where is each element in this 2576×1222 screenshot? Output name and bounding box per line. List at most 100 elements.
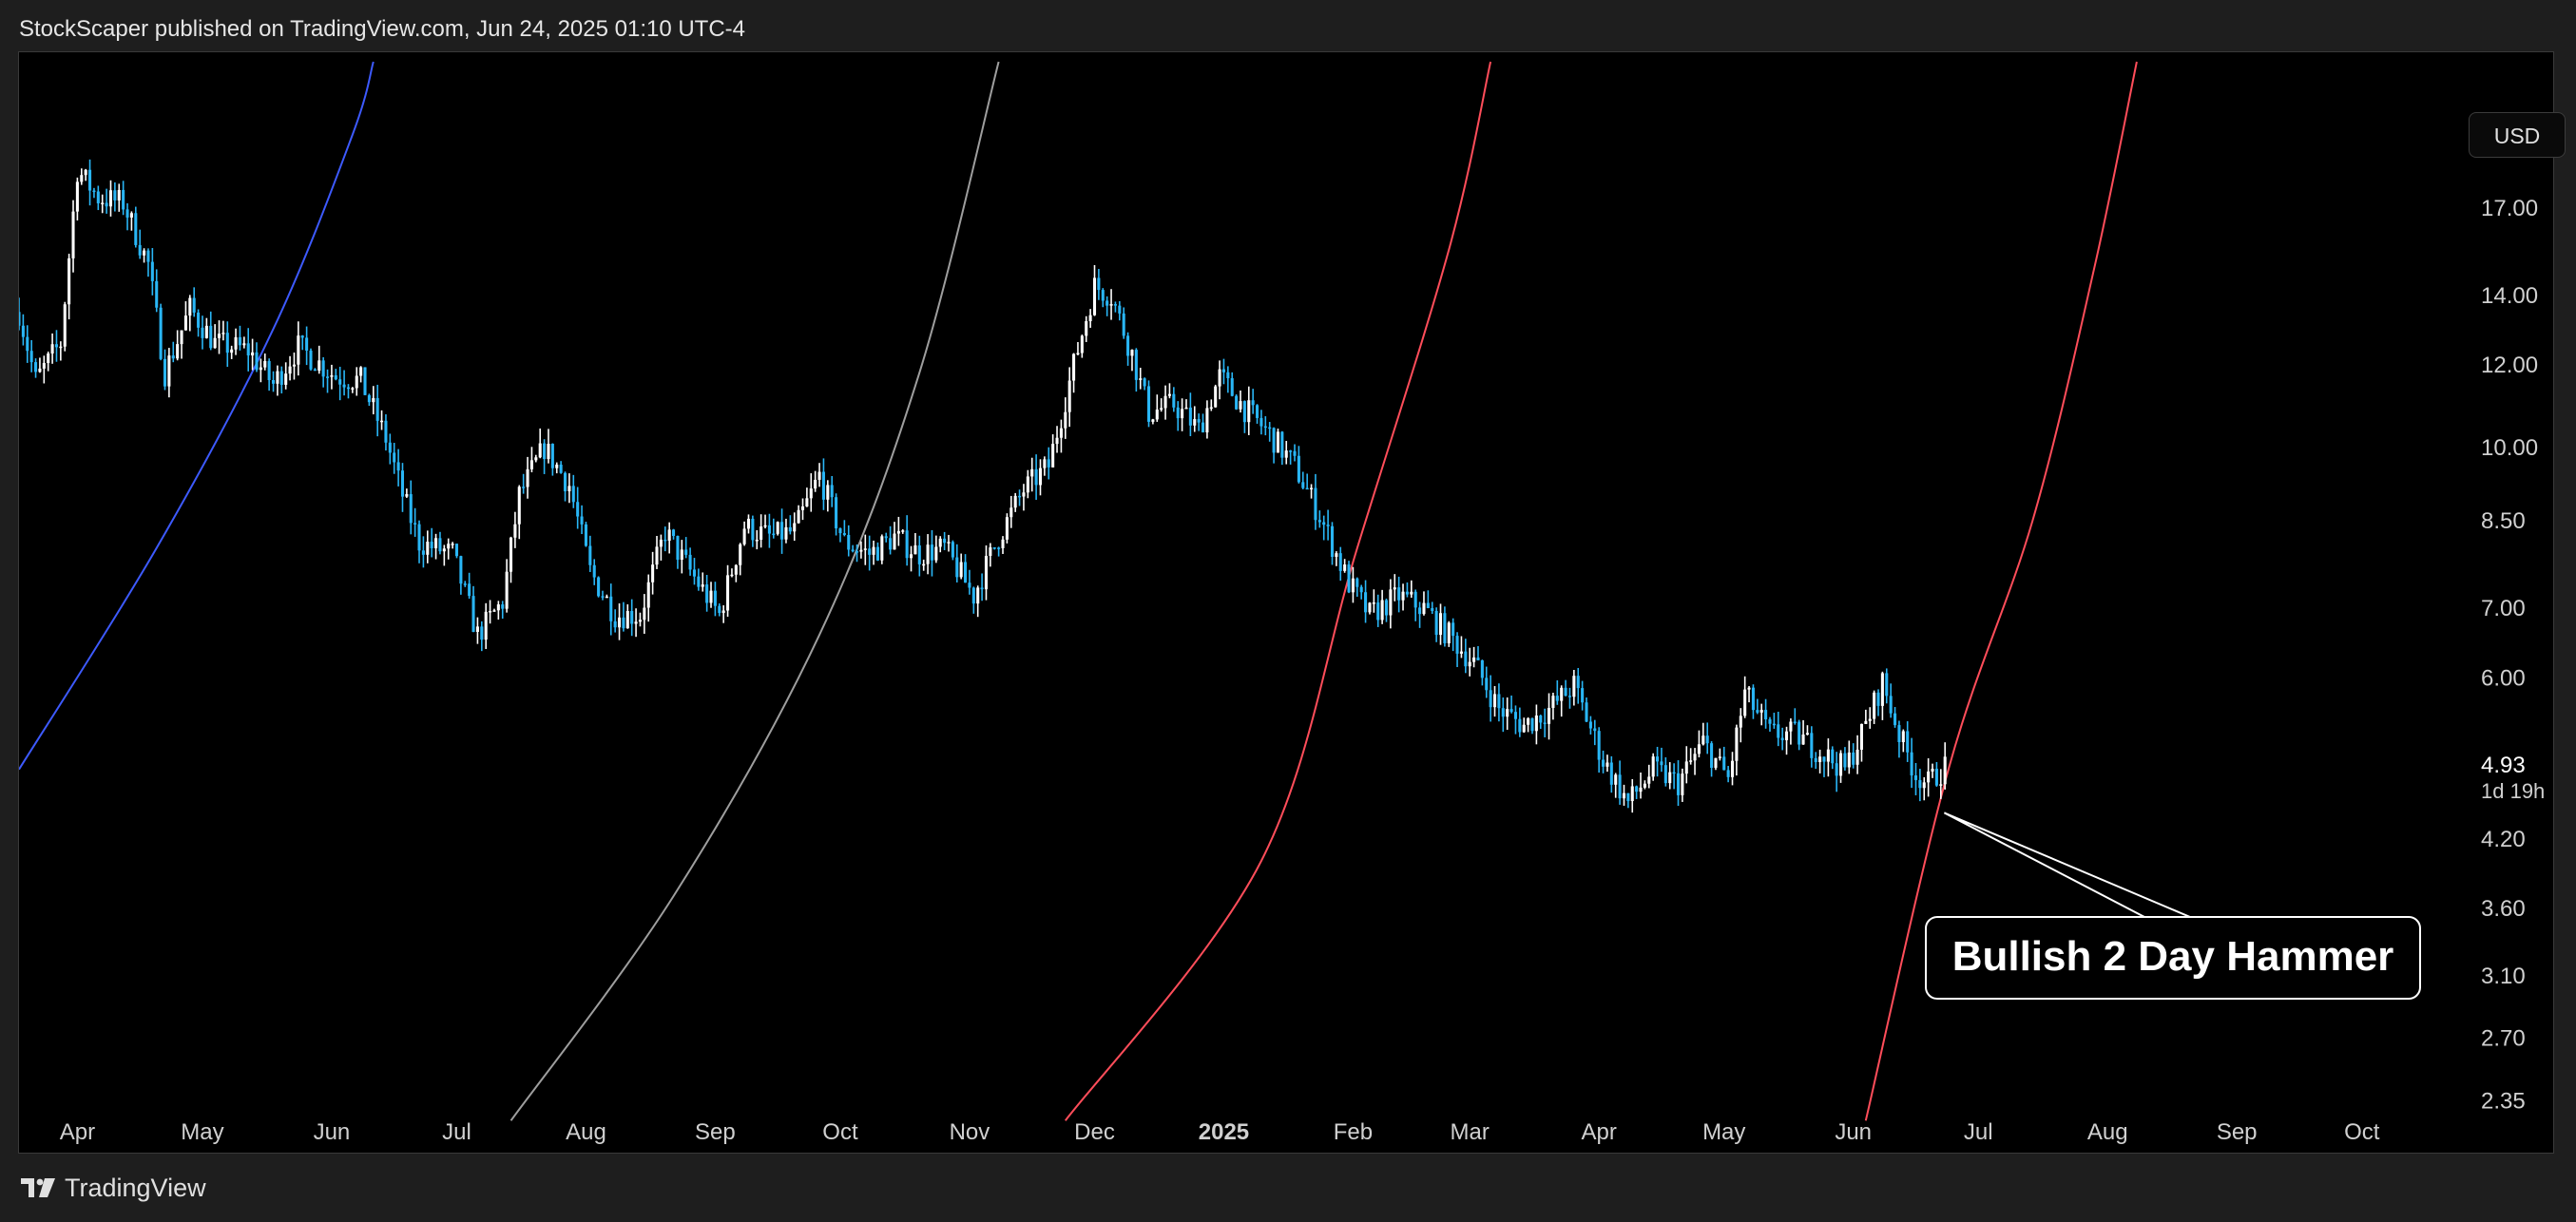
- candle: [1476, 645, 1480, 660]
- candle-body: [984, 555, 989, 590]
- candle: [143, 248, 146, 263]
- candle: [847, 525, 851, 557]
- candle-body: [63, 304, 67, 347]
- candle: [601, 590, 605, 601]
- candle-body: [1681, 773, 1684, 795]
- candle-body: [1789, 721, 1793, 732]
- candle-body: [1868, 718, 1872, 721]
- candle: [1209, 399, 1213, 411]
- candle: [609, 583, 613, 636]
- time-tick-label: May: [1702, 1119, 1745, 1145]
- candle: [359, 366, 363, 383]
- candle: [1256, 404, 1259, 424]
- candle-body: [1372, 602, 1375, 604]
- candle: [1722, 746, 1726, 771]
- candle-body: [1626, 792, 1630, 802]
- candle: [1351, 566, 1355, 603]
- candle: [1743, 676, 1747, 718]
- candle-body: [667, 529, 671, 542]
- candle-body: [1489, 690, 1492, 708]
- candle-body: [739, 544, 742, 565]
- candle: [676, 535, 680, 569]
- candle-body: [1051, 444, 1055, 468]
- candle-body: [1485, 678, 1489, 691]
- candle: [67, 254, 71, 320]
- candle: [1576, 667, 1580, 704]
- footer-brand: TradingView: [65, 1173, 206, 1202]
- candle: [1801, 719, 1805, 745]
- candle-body: [838, 528, 842, 534]
- candle: [980, 573, 984, 601]
- candle: [380, 410, 384, 430]
- candle: [1609, 755, 1613, 793]
- candle: [1384, 598, 1389, 622]
- chart-pane[interactable]: 20.0017.0014.0012.0010.008.507.006.004.2…: [18, 51, 2566, 1155]
- candle-body: [71, 211, 75, 258]
- candle: [246, 328, 250, 372]
- candle: [1335, 551, 1338, 566]
- candle: [1139, 368, 1143, 390]
- candle: [1602, 750, 1605, 773]
- price-axis[interactable]: 20.0017.0014.0012.0010.008.507.006.004.2…: [2481, 123, 2545, 1115]
- candle-body: [917, 544, 921, 564]
- candle-body: [1852, 752, 1855, 765]
- candle-body: [1314, 487, 1317, 521]
- candle: [88, 159, 92, 206]
- candle-body: [305, 337, 309, 351]
- candle: [726, 564, 730, 618]
- candle: [1676, 760, 1681, 807]
- candle: [1831, 746, 1835, 770]
- candle: [1918, 769, 1922, 802]
- candle-body: [1922, 782, 1926, 789]
- annotation-layer[interactable]: Bullish 2 Day Hammer: [1925, 811, 2421, 1000]
- currency-button[interactable]: USD: [2469, 112, 2566, 158]
- candle-body: [38, 368, 42, 372]
- candle-body: [730, 574, 734, 577]
- candle: [213, 324, 217, 349]
- candle: [1347, 561, 1351, 594]
- candle-body: [880, 536, 884, 561]
- candle: [1901, 729, 1905, 753]
- candle: [1389, 579, 1393, 629]
- time-tick-label: 2025: [1199, 1119, 1249, 1145]
- candle-body: [655, 546, 659, 565]
- candle-body: [459, 556, 463, 584]
- candle-body: [1585, 702, 1588, 722]
- candle-body: [167, 355, 171, 387]
- candle: [442, 544, 446, 566]
- candle: [209, 311, 213, 351]
- candle: [746, 514, 751, 534]
- candle-body: [451, 544, 454, 545]
- candle: [1047, 447, 1050, 480]
- candle-body: [788, 526, 792, 532]
- candle: [643, 594, 646, 634]
- candle-body: [797, 509, 800, 524]
- candle: [338, 366, 342, 401]
- candle-body: [1259, 417, 1263, 427]
- candle-body: [271, 380, 276, 384]
- candle: [1305, 473, 1309, 490]
- candle-body: [1239, 401, 1242, 410]
- candle: [1280, 430, 1284, 466]
- candle-body: [1297, 455, 1300, 483]
- candle: [1005, 513, 1009, 544]
- time-axis[interactable]: Apr May Jun Jul Aug Sep Oct Nov Dec 2025 Feb Mar Apr…: [60, 1119, 2380, 1145]
- candle: [34, 358, 38, 378]
- candle-body: [901, 530, 905, 532]
- price-tick-label: 12.00: [2481, 353, 2538, 378]
- arc-layer: [19, 61, 2138, 1121]
- candle: [509, 536, 513, 583]
- candle: [1672, 763, 1676, 790]
- candle-body: [146, 250, 150, 262]
- candle-body: [1359, 586, 1363, 593]
- price-chart[interactable]: 20.0017.0014.0012.0010.008.507.006.004.2…: [19, 52, 2555, 1155]
- candle: [122, 181, 125, 216]
- candle-body: [601, 596, 605, 598]
- candle-body: [971, 587, 975, 604]
- candle: [968, 569, 971, 595]
- candle: [101, 194, 105, 214]
- candle-body: [1064, 411, 1067, 429]
- candle-body: [1126, 335, 1130, 356]
- candle-body: [238, 336, 241, 346]
- candle: [597, 576, 601, 598]
